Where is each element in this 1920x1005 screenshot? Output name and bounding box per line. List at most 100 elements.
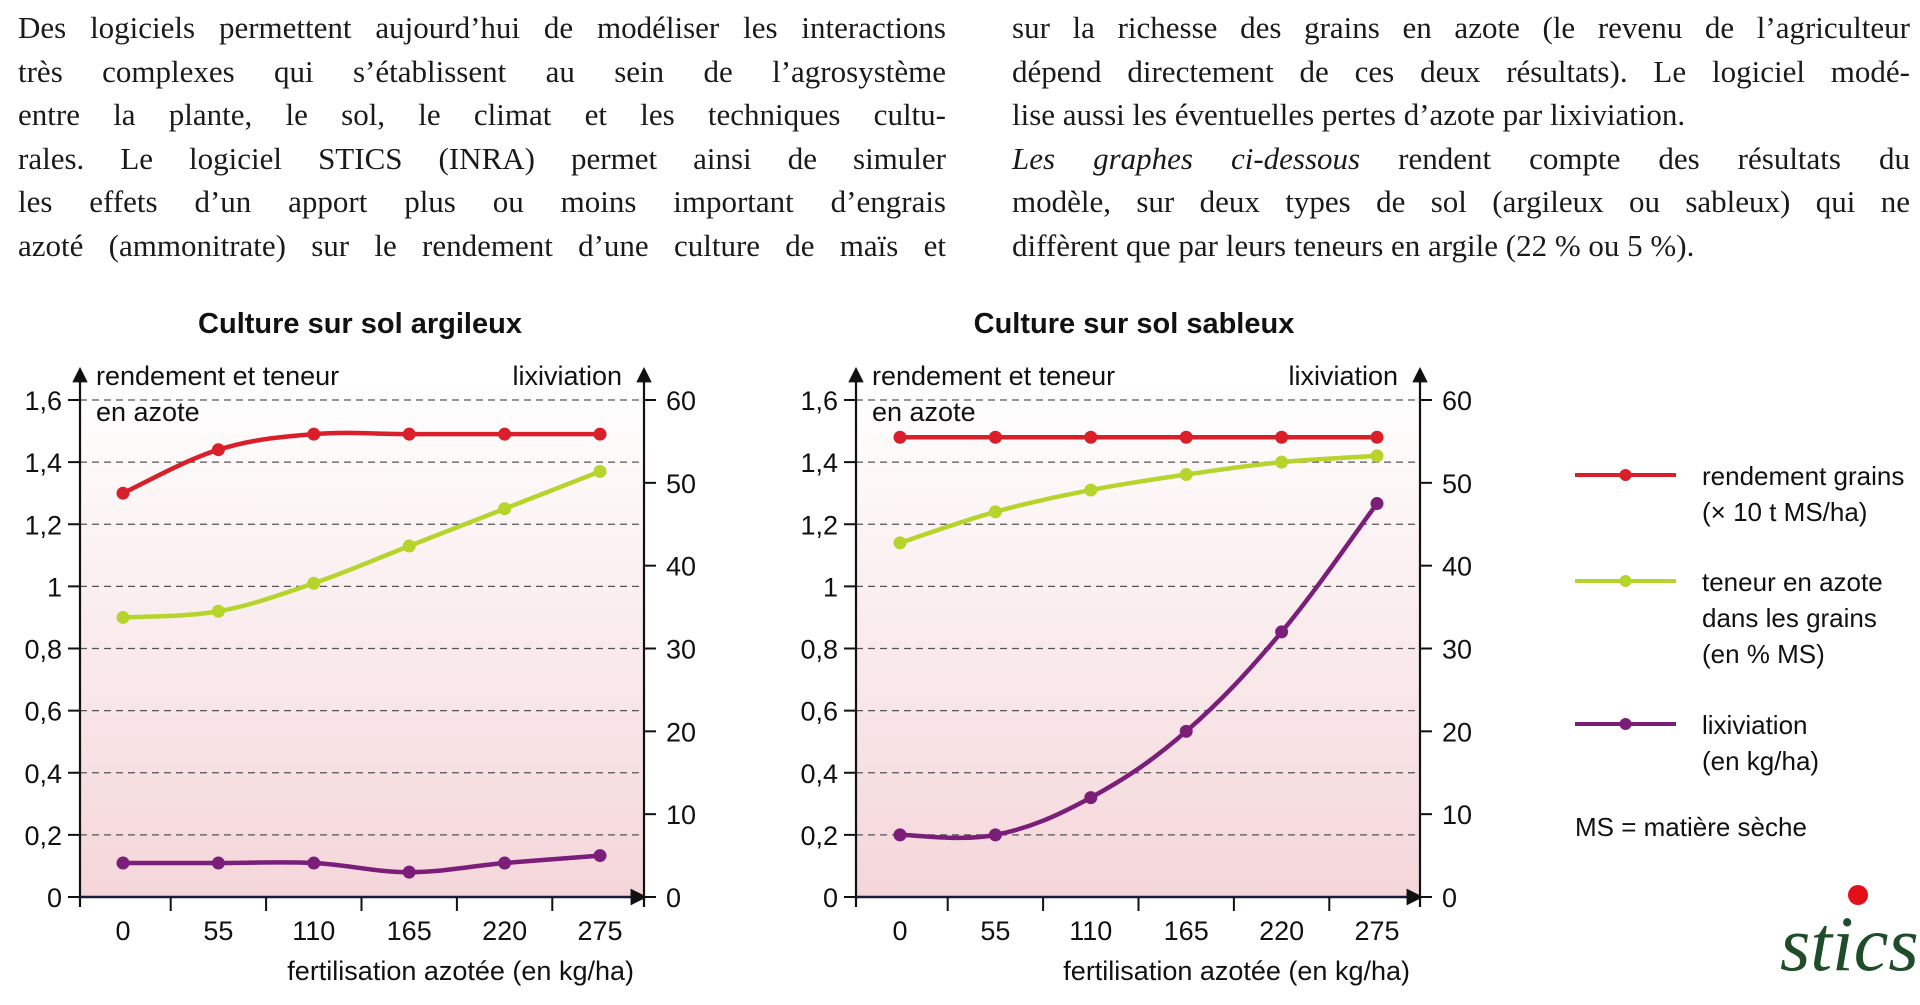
data-point	[988, 828, 1002, 842]
text-line: entre la plante, le sol, le climat et le…	[18, 97, 946, 132]
stics-logo: stics	[1780, 885, 1919, 987]
y-right-tick-label: 0	[1442, 883, 1457, 913]
legend-label: rendement grains	[1702, 461, 1904, 491]
data-point	[1370, 430, 1384, 444]
chart-title: Culture sur sol argileux	[198, 308, 522, 340]
y-left-axis-label: en azote	[872, 397, 976, 427]
series-line-3	[120, 853, 603, 875]
text-line: sur la richesse des grains en azote (le …	[1012, 10, 1910, 45]
y-left-tick-label: 0,2	[24, 821, 62, 851]
data-point	[1275, 625, 1289, 639]
legend-swatch-marker	[1619, 469, 1632, 481]
series-line-1	[120, 430, 603, 496]
x-tick-label: 110	[292, 916, 335, 946]
data-point	[988, 505, 1002, 519]
x-tick-label: 220	[1259, 916, 1304, 946]
data-point	[402, 539, 416, 553]
chart-argileux: Culture sur sol argileux 0 0,2 0,4 0,6 0,8 1 1,…	[24, 308, 696, 986]
data-point	[1275, 430, 1289, 444]
text-line: rales. Le logiciel STICS (INRA) permet a…	[18, 140, 946, 176]
legend-label: lixiviation	[1702, 710, 1808, 740]
y-right-tick-label: 10	[1442, 800, 1472, 830]
data-point	[1179, 430, 1193, 444]
y-right-axis-label: lixiviation	[1288, 361, 1398, 391]
y-right-tick-label: 30	[1442, 635, 1472, 665]
legend-swatch-marker	[1619, 575, 1632, 587]
x-tick-label: 275	[577, 916, 622, 946]
series-line-2	[897, 453, 1380, 546]
y-left-tick-label: 0,6	[800, 697, 838, 727]
data-point	[402, 865, 416, 879]
data-point	[1179, 468, 1193, 482]
italic-reference: Les graphes ci-dessous	[1012, 140, 1361, 176]
y-right-tick-label: 20	[666, 717, 696, 747]
x-tick-label: 275	[1354, 916, 1399, 946]
y-left-tick-label: 1,4	[24, 448, 62, 478]
data-point	[1084, 483, 1098, 497]
data-point	[307, 856, 321, 870]
x-axis-label: fertilisation azotée (en kg/ha)	[287, 956, 634, 986]
data-point	[116, 486, 130, 500]
text-line: diffèrent que par leurs teneurs en argil…	[1012, 227, 1695, 263]
y-left-tick-label: 1,4	[800, 448, 838, 478]
chart-sableux: Culture sur sol sableux 0 0,2 0,4 0,6 0,8 1 1,2…	[800, 308, 1472, 986]
y-left-tick-label: 0,4	[800, 759, 838, 789]
text-line: Les graphes ci-dessous rendent compte de…	[1012, 137, 1910, 181]
y-right-tick-label: 0	[666, 883, 681, 913]
data-point	[116, 610, 130, 624]
data-point	[893, 828, 907, 842]
x-tick-label: 55	[980, 916, 1010, 946]
data-point	[498, 502, 512, 516]
text-line: modèle, sur deux types de sol (argileux …	[1012, 184, 1910, 219]
x-tick-label: 0	[892, 916, 907, 946]
text-line: les effets d’un apport plus ou moins imp…	[18, 184, 946, 219]
legend: rendement grains (× 10 t MS/ha) teneur en …	[1575, 461, 1904, 842]
y-right-tick-label: 30	[666, 635, 696, 665]
data-point	[893, 430, 907, 444]
data-point	[1179, 724, 1193, 738]
y-left-axis-label: rendement et teneur	[96, 361, 339, 391]
data-point	[988, 430, 1002, 444]
legend-label: (en kg/ha)	[1702, 746, 1819, 776]
legend-swatch-marker	[1619, 718, 1632, 730]
y-left-tick-label: 0,8	[800, 635, 838, 665]
y-left-tick-label: 0	[823, 883, 838, 913]
y-right-tick-label: 40	[666, 552, 696, 582]
text-line: lise aussi les éventuelles pertes d’azot…	[1012, 97, 1686, 132]
data-point	[402, 427, 416, 441]
y-left-tick-label: 1,2	[24, 510, 62, 540]
y-left-tick-label: 1	[823, 572, 838, 602]
y-left-tick-label: 1	[47, 572, 62, 602]
y-right-tick-label: 40	[1442, 552, 1472, 582]
text-line: azoté (ammonitrate) sur le rendement d’u…	[18, 227, 946, 263]
text-line: dépend directement de ces deux résultats…	[1012, 53, 1910, 89]
x-tick-label: 165	[387, 916, 432, 946]
y-right-tick-label: 10	[666, 800, 696, 830]
y-right-tick-label: 50	[1442, 469, 1472, 499]
x-tick-label: 110	[1069, 916, 1112, 946]
data-point	[593, 849, 607, 863]
data-point	[211, 604, 225, 618]
plot-background	[80, 380, 644, 897]
logo-text: stics	[1780, 900, 1919, 987]
data-point	[498, 856, 512, 870]
data-point	[307, 427, 321, 441]
data-point	[593, 427, 607, 441]
plot-background	[856, 380, 1420, 897]
data-point	[1370, 449, 1384, 463]
y-right-tick-label: 60	[666, 386, 696, 416]
x-tick-label: 220	[482, 916, 527, 946]
chart-title: Culture sur sol sableux	[974, 308, 1295, 340]
y-left-tick-label: 1,6	[800, 386, 838, 416]
data-point	[498, 427, 512, 441]
data-point	[1084, 791, 1098, 805]
y-left-tick-label: 1,6	[24, 386, 62, 416]
intro-paragraph-left: Des logiciels permettent aujourd’hui de …	[18, 6, 946, 267]
legend-label: (en % MS)	[1702, 639, 1825, 669]
y-right-tick-label: 20	[1442, 717, 1472, 747]
data-point	[116, 856, 130, 870]
text-line: Des logiciels permettent aujourd’hui de …	[18, 10, 946, 45]
x-tick-label: 0	[115, 916, 130, 946]
data-point	[1370, 497, 1384, 511]
y-left-tick-label: 0,2	[800, 821, 838, 851]
